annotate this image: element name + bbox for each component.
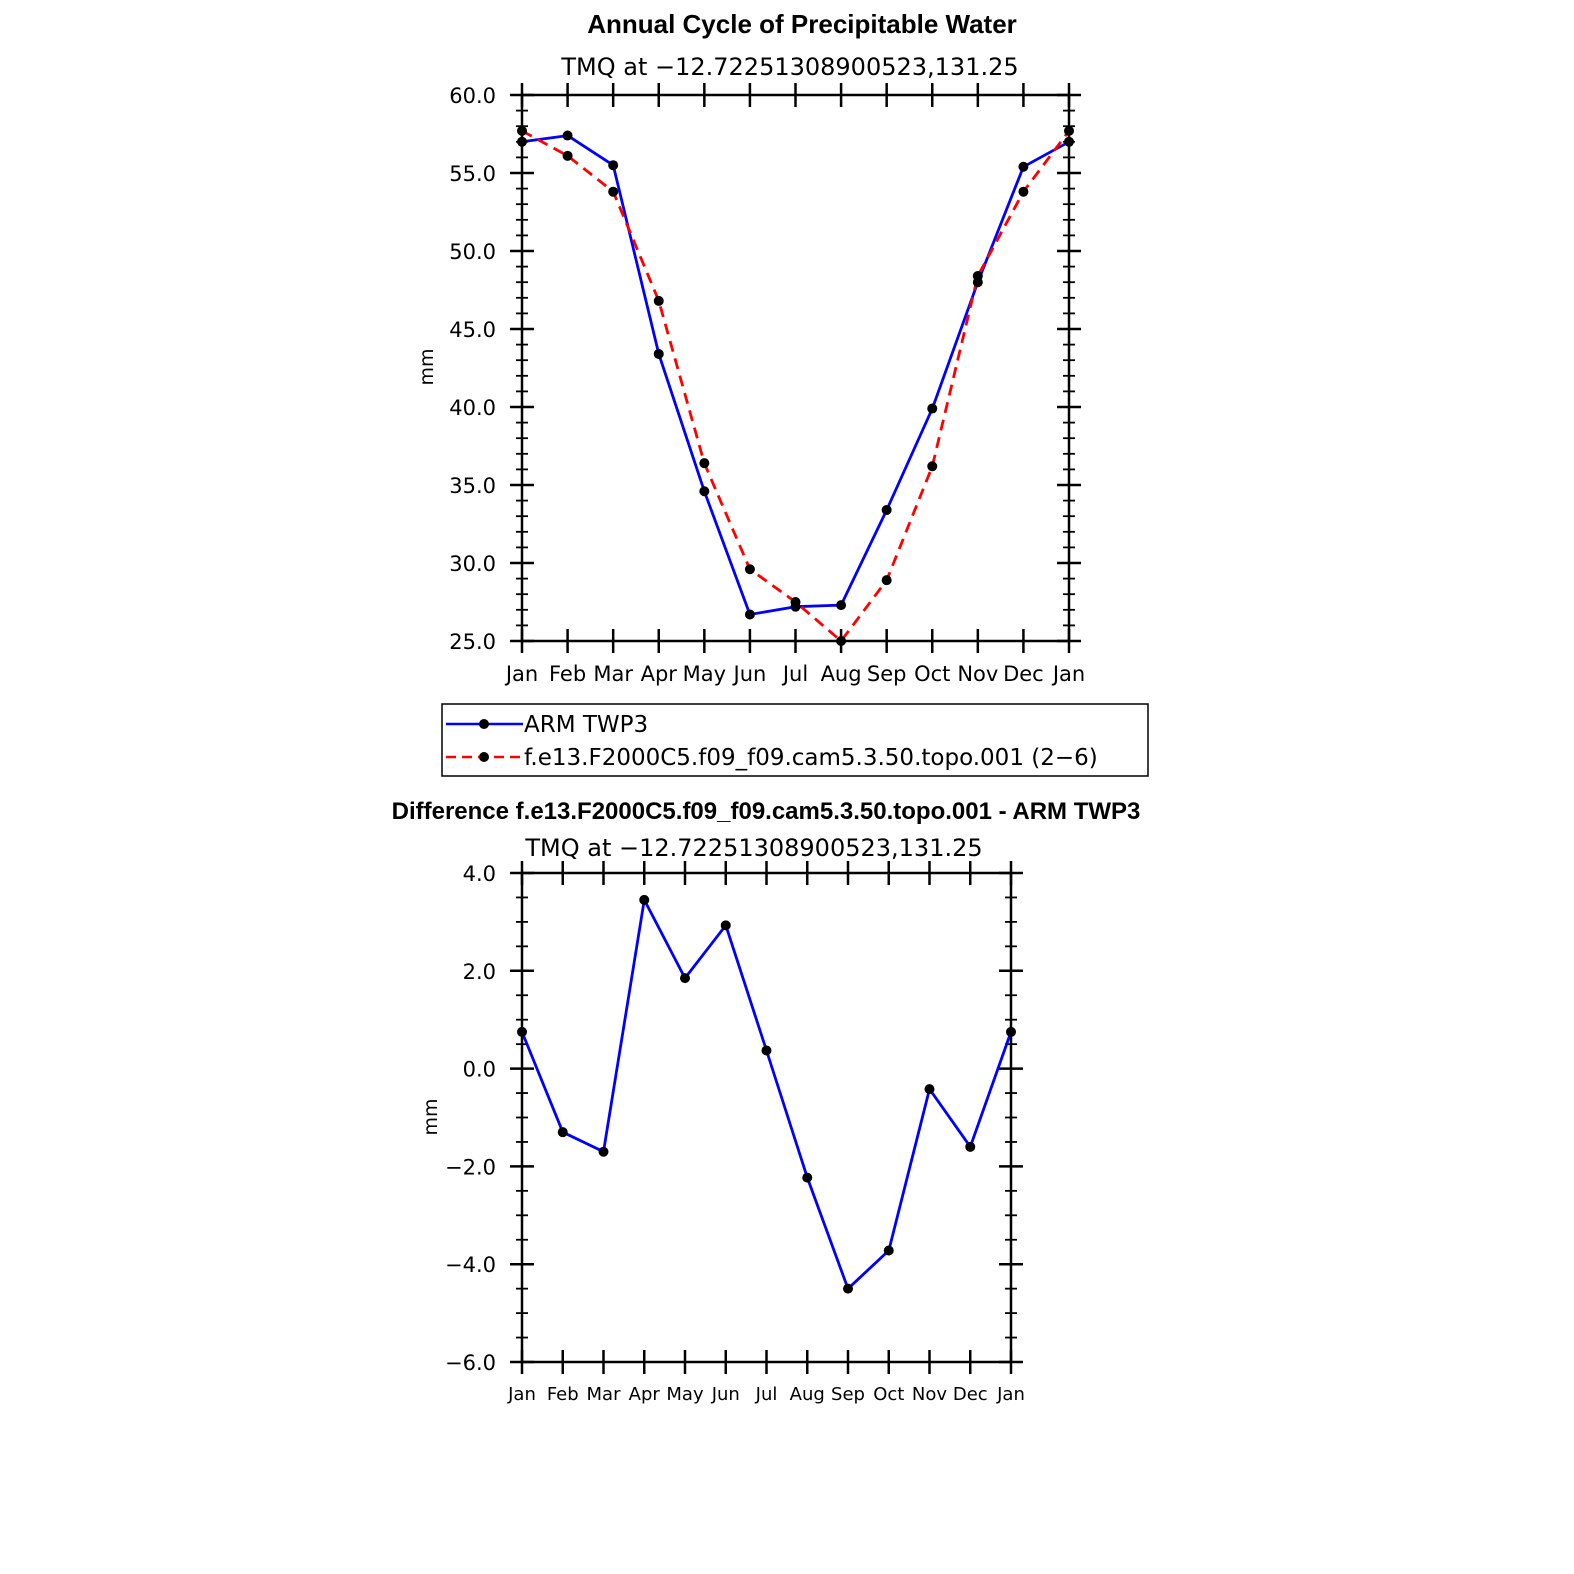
x-tick-label: Mar [593,662,633,686]
data-point-s0-9 [927,403,938,414]
legend-label-model: f.e13.F2000C5.f09_f09.cam5.3.50.topo.001… [524,745,1098,771]
x-tick-label: Jul [755,1384,778,1405]
x-tick-label: Jan [507,1384,536,1405]
x-tick-label: Aug [790,1384,825,1405]
y-tick-label: 50.0 [449,240,496,264]
data-point-s0-12 [1006,1026,1016,1037]
x-tick-label: Feb [547,1384,579,1405]
x-tick-label: Jun [711,1384,740,1405]
data-point-s0-5 [720,920,731,931]
x-tick-label: Jan [996,1384,1025,1405]
x-tick-label: Sep [867,662,907,686]
data-point-s1-2 [608,186,619,197]
data-point-s1-7 [836,636,847,646]
data-point-s1-9 [927,461,938,472]
x-tick-label: Oct [873,1384,904,1405]
legend-label-arm: ARM TWP3 [524,712,648,738]
x-tick-label: Nov [912,1384,947,1405]
data-point-s0-1 [557,1127,568,1138]
data-point-s1-1 [562,150,573,161]
data-point-s0-6 [761,1045,772,1056]
x-tick-label: Apr [629,1384,661,1405]
x-tick-label: May [666,1384,704,1405]
difference-chart: Difference f.e13.F2000C5.f09_f09.cam5.3.… [392,798,1141,1405]
series-line-0 [520,898,1013,1291]
data-point-s1-8 [881,575,892,586]
y-axis-label: mm [420,1098,442,1135]
plot-frame [520,871,1013,1364]
data-point-s0-4 [699,486,710,497]
x-tick-label: Jan [504,662,538,686]
data-point-s0-3 [639,894,650,905]
data-point-s0-1 [562,130,573,141]
y-tick-label: 40.0 [449,396,496,420]
data-point-s0-4 [680,973,690,984]
data-point-s1-3 [653,295,664,306]
data-point-s0-11 [965,1141,976,1152]
data-point-s0-12 [1064,136,1074,147]
x-tick-label: Aug [821,662,862,686]
legend-box [441,703,1149,777]
legend-marker-arm [479,719,489,729]
data-point-s0-2 [608,160,619,171]
x-tick-label: Apr [641,662,678,686]
data-point-s0-9 [883,1245,894,1256]
plot-frame [520,93,1071,643]
data-point-s0-8 [843,1283,853,1294]
x-tick-label: May [683,662,726,686]
y-tick-label: 35.0 [449,474,496,498]
x-tick-label: Feb [549,662,586,686]
annual-cycle-chart: Annual Cycle of Precipitable Water TMQ a… [416,9,1085,686]
data-point-s1-4 [699,458,710,469]
data-point-s1-6 [790,597,801,607]
y-tick-label: −6.0 [445,1351,496,1375]
y-tick-label: 30.0 [449,552,496,576]
x-tick-label: Mar [587,1384,622,1405]
x-tick-label: Dec [953,1384,988,1405]
data-point-s0-5 [744,609,755,620]
x-tick-label: Nov [957,662,998,686]
chart-subtitle: TMQ at −12.72251308900523,131.25 [524,834,982,862]
x-tick-label: Oct [914,662,950,686]
y-tick-label: 60.0 [449,84,496,108]
data-point-s1-11 [1018,186,1029,197]
y-tick-label: −2.0 [445,1155,496,1179]
y-tick-label: 4.0 [463,862,496,886]
data-point-s0-7 [802,1172,813,1183]
y-tick-label: 45.0 [449,318,496,342]
x-tick-label: Jul [781,662,808,686]
legend: ARM TWP3 f.e13.F2000C5.f09_f09.cam5.3.50… [441,703,1149,777]
series-line-0 [521,134,1070,616]
y-tick-label: 25.0 [449,630,496,654]
y-tick-label: 0.0 [463,1058,496,1082]
chart-title: Annual Cycle of Precipitable Water [587,9,1017,39]
x-tick-label: Sep [831,1384,865,1405]
data-point-s1-5 [744,564,755,575]
data-point-s1-12 [1064,125,1074,136]
data-point-s0-8 [881,504,892,515]
data-point-s0-2 [598,1146,609,1157]
chart-subtitle: TMQ at −12.72251308900523,131.25 [560,53,1018,81]
data-point-s0-0 [517,1026,527,1037]
data-point-s1-0 [517,125,527,136]
series-line-1 [521,129,1071,643]
data-point-s0-3 [653,348,664,359]
y-tick-label: 2.0 [463,960,496,984]
y-tick-label: 55.0 [449,162,496,186]
chart-title: Difference f.e13.F2000C5.f09_f09.cam5.3.… [392,798,1141,825]
y-axis-label: mm [416,348,438,385]
x-tick-label: Jan [1051,662,1085,686]
y-tick-label: −4.0 [445,1253,496,1277]
data-point-s0-0 [517,136,527,147]
legend-marker-model [479,752,489,762]
x-tick-label: Jun [732,662,767,686]
data-point-s0-11 [1018,161,1029,172]
data-point-s0-10 [924,1084,935,1095]
data-point-s1-10 [972,270,983,281]
data-point-s0-7 [836,600,847,611]
x-tick-label: Dec [1003,662,1044,686]
